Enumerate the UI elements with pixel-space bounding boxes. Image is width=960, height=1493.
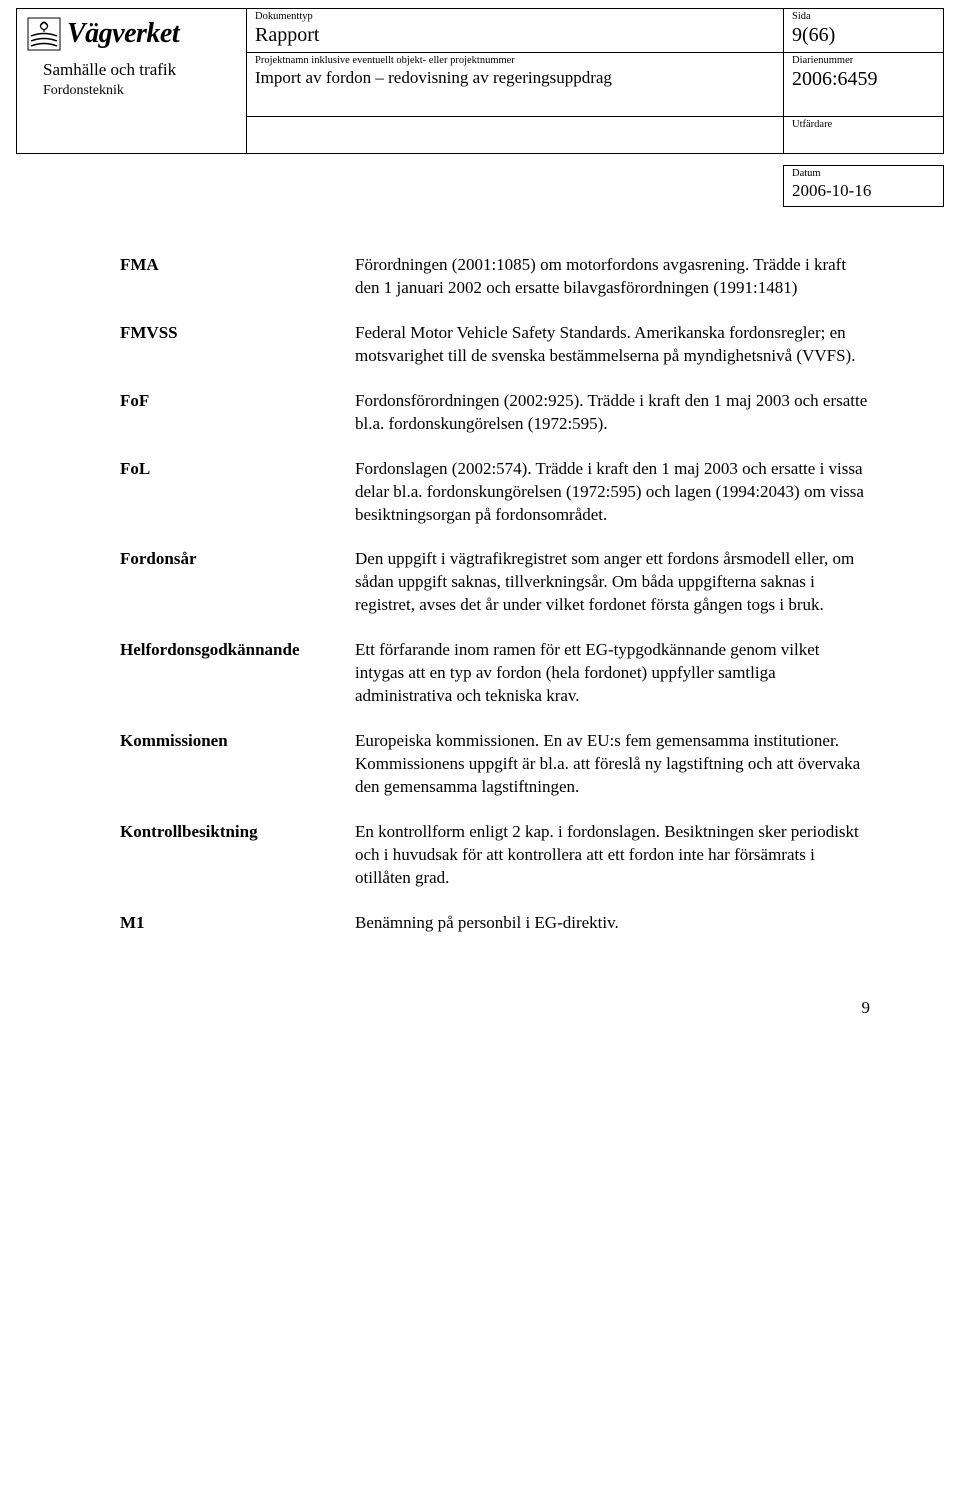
footer-page-number: 9 (0, 997, 960, 1050)
datum-value: 2006-10-16 (792, 181, 871, 200)
definition-term: Helfordonsgodkännande (120, 639, 355, 730)
project-value: Import av fordon – redovisning av regeri… (255, 68, 612, 87)
definition-term: Kontrollbesiktning (120, 821, 355, 912)
page-value: 9(66) (792, 24, 835, 46)
doc-type-value: Rapport (255, 24, 319, 46)
diarie-value: 2006:6459 (792, 68, 878, 90)
diarie-label: Diarienummer (792, 55, 935, 67)
definition-row: KommissionenEuropeiska kommissionen. En … (120, 730, 870, 821)
definition-row: FoLFordonslagen (2002:574). Trädde i kra… (120, 458, 870, 549)
definition-description: Ett förfarande inom ramen för ett EG-typ… (355, 639, 870, 730)
definition-row: FMVSSFederal Motor Vehicle Safety Standa… (120, 322, 870, 390)
doc-type-label: Dokumenttyp (255, 11, 775, 23)
definition-row: M1Benämning på personbil i EG-direktiv. (120, 912, 870, 957)
definition-description: Den uppgift i vägtrafikregistret som ang… (355, 548, 870, 639)
definition-description: Benämning på personbil i EG-direktiv. (355, 912, 870, 957)
definition-term: FMVSS (120, 322, 355, 390)
date-box: Datum 2006-10-16 (783, 165, 944, 207)
definition-description: Fordonsförordningen (2002:925). Trädde i… (355, 390, 870, 458)
definition-term: FoF (120, 390, 355, 458)
project-label: Projektnamn inklusive eventuellt objekt-… (255, 55, 775, 67)
definition-term: Kommissionen (120, 730, 355, 821)
definition-term: M1 (120, 912, 355, 957)
datum-label: Datum (792, 168, 935, 180)
definition-row: KontrollbesiktningEn kontrollform enligt… (120, 821, 870, 912)
header-org-block: Vägverket Samhälle och trafik Fordonstek… (17, 9, 247, 153)
definition-description: En kontrollform enligt 2 kap. i fordonsl… (355, 821, 870, 912)
definition-row: FordonsårDen uppgift i vägtrafikregistre… (120, 548, 870, 639)
definition-term: Fordonsår (120, 548, 355, 639)
definition-row: FoFFordonsförordningen (2002:925). Trädd… (120, 390, 870, 458)
document-header: Vägverket Samhälle och trafik Fordonstek… (16, 8, 944, 154)
utfardare-label: Utfärdare (792, 119, 935, 131)
definition-row: FMAFörordningen (2001:1085) om motorford… (120, 254, 870, 322)
vagverket-logo-icon (27, 17, 61, 51)
definition-row: HelfordonsgodkännandeEtt förfarande inom… (120, 639, 870, 730)
logo-text: Vägverket (67, 15, 179, 53)
page-label: Sida (792, 11, 935, 23)
org-subline-2: Fordonsteknik (27, 82, 236, 101)
definition-description: Europeiska kommissionen. En av EU:s fem … (355, 730, 870, 821)
definitions-table: FMAFörordningen (2001:1085) om motorford… (120, 254, 870, 957)
definition-term: FMA (120, 254, 355, 322)
definition-description: Fordonslagen (2002:574). Trädde i kraft … (355, 458, 870, 549)
definition-term: FoL (120, 458, 355, 549)
definitions-section: FMAFörordningen (2001:1085) om motorford… (0, 244, 960, 997)
org-subline-1: Samhälle och trafik (27, 59, 236, 82)
definition-description: Federal Motor Vehicle Safety Standards. … (355, 322, 870, 390)
definition-description: Förordningen (2001:1085) om motorfordons… (355, 254, 870, 322)
